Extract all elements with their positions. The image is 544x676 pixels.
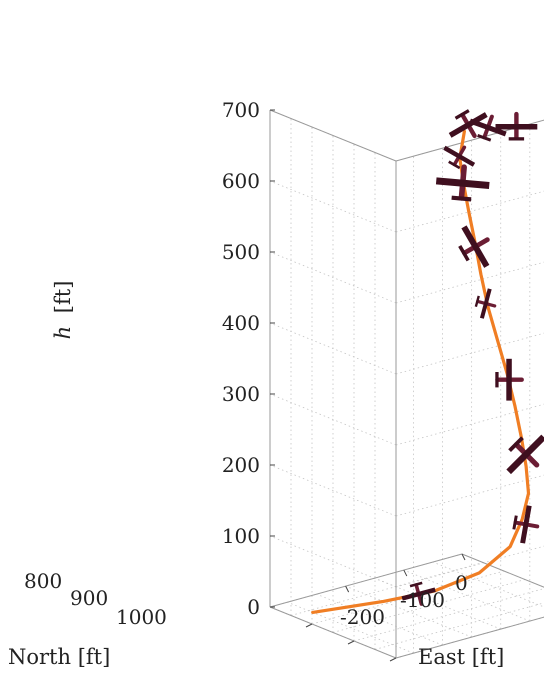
aircraft-marker xyxy=(443,145,476,170)
aircraft-wing xyxy=(506,358,512,401)
right-wall-grid-line xyxy=(395,403,544,446)
h-tick-label: 400 xyxy=(222,311,260,335)
north-tick-label: 1000 xyxy=(116,605,167,629)
trajectory-line xyxy=(311,129,531,615)
h-axis-variable: h xyxy=(51,326,75,340)
right-wall-grid-line xyxy=(395,190,544,233)
aircraft-wing xyxy=(448,112,488,138)
aircraft-marker xyxy=(506,434,544,475)
north-tick-mark xyxy=(305,623,313,628)
h-axis-title: h [ft] xyxy=(51,281,75,340)
frame-edge xyxy=(461,553,544,588)
aircraft-marker xyxy=(469,114,507,142)
aircraft-wing xyxy=(435,177,490,190)
frame-edge xyxy=(395,119,544,162)
aircraft-tail xyxy=(451,195,472,202)
north-tick-label: 800 xyxy=(24,569,62,593)
aircraft-marker xyxy=(435,164,490,202)
right-wall-grid-line xyxy=(395,474,544,517)
aircraft-tail xyxy=(454,109,470,120)
aircraft-wing xyxy=(461,225,490,268)
tick-label-layer: 0 100 200 300 400 500 600 700 800 900 1000 -200 -100… xyxy=(24,98,468,629)
aircraft-marker xyxy=(495,111,538,141)
aircraft-wing xyxy=(443,145,476,167)
right-wall-grid-line xyxy=(395,261,544,304)
left-wall-grid-line xyxy=(269,464,397,517)
east-tick-mark xyxy=(461,553,466,561)
aircraft-tail xyxy=(409,581,423,588)
floor-grid-line xyxy=(432,561,544,608)
aircraft-tail xyxy=(448,160,461,170)
north-tick-label: 900 xyxy=(70,586,108,610)
aircraft-marker xyxy=(512,505,540,544)
north-tick-mark xyxy=(347,640,355,645)
east-tick-label: -200 xyxy=(340,605,385,629)
right-wall-grid-line xyxy=(395,119,544,162)
floor-grid-line xyxy=(353,588,544,642)
h-tick-label: 200 xyxy=(222,453,260,477)
right-wall-grid-line xyxy=(395,332,544,375)
floor-grid-line xyxy=(316,593,443,646)
floor-grid-line xyxy=(345,585,472,638)
aircraft-wing xyxy=(495,124,538,130)
aircraft-tail xyxy=(477,134,492,142)
aircraft-wing xyxy=(479,288,492,319)
left-wall-grid-line xyxy=(269,322,397,375)
aircraft-marker xyxy=(474,288,497,319)
floor-grid-line xyxy=(374,602,544,650)
frame-edge xyxy=(269,606,397,659)
aircraft-tail xyxy=(508,137,525,141)
h-tick-label: 300 xyxy=(222,382,260,406)
floor-grid-line xyxy=(287,601,414,654)
h-tick-label: 100 xyxy=(222,524,260,548)
aircraft-wing xyxy=(469,118,507,137)
left-wall-grid-line xyxy=(269,180,397,233)
floor-grid-line xyxy=(290,562,484,616)
east-tick-mark xyxy=(345,585,350,593)
aircraft-tail xyxy=(474,295,480,308)
floor-grid-line xyxy=(403,569,530,622)
h-tick-label: 700 xyxy=(222,98,260,122)
aircraft-tail xyxy=(508,436,524,453)
h-tick-label: 500 xyxy=(222,240,260,264)
left-wall-grid-line xyxy=(269,393,397,446)
frame-edge xyxy=(269,109,397,162)
axes-frame xyxy=(269,109,544,662)
aircraft-wing xyxy=(506,434,544,475)
floor-grid-line xyxy=(332,579,526,633)
h-tick-label: 600 xyxy=(222,169,260,193)
aircraft-tail xyxy=(495,372,499,388)
frame-edge xyxy=(269,553,463,608)
east-tick-mark xyxy=(403,569,408,577)
aircraft-tail xyxy=(512,515,518,530)
aircraft-marker xyxy=(401,581,436,606)
aircraft-marker xyxy=(448,109,488,139)
north-axis-title: North [ft] xyxy=(8,645,110,669)
trajectory-layer xyxy=(311,129,531,615)
north-tick-mark xyxy=(389,657,397,662)
floor-grid-line xyxy=(461,553,544,588)
aircraft-tail xyxy=(458,245,470,262)
frame-edge xyxy=(395,616,544,659)
h-tick-label: 0 xyxy=(247,595,260,619)
left-wall-grid-line xyxy=(269,251,397,304)
east-tick-label: 0 xyxy=(455,571,468,595)
h-axis-unit: [ft] xyxy=(51,281,75,314)
aircraft-marker xyxy=(458,225,490,268)
east-axis-title: East [ft] xyxy=(418,645,504,669)
aircraft-wing xyxy=(520,505,532,544)
aircraft-wing xyxy=(401,587,436,601)
left-wall-grid-line xyxy=(269,535,397,588)
aircraft-marker xyxy=(495,358,524,401)
east-tick-label: -100 xyxy=(400,588,445,612)
aircraft-layer xyxy=(401,109,544,606)
